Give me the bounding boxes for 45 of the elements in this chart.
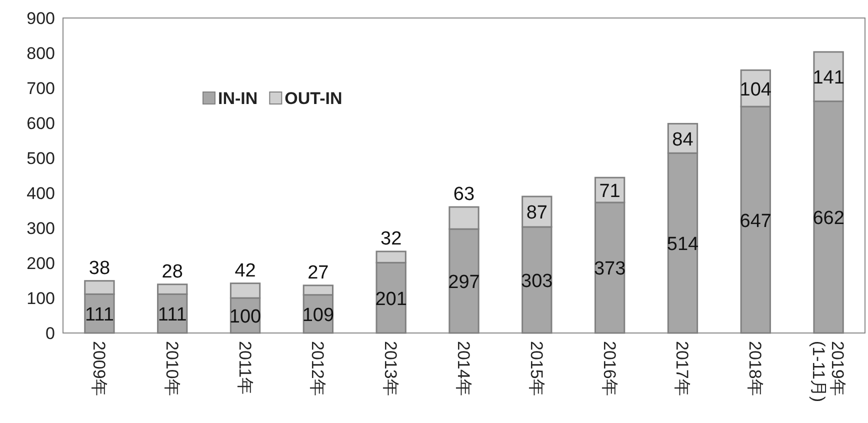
y-tick-label: 900 bbox=[26, 9, 55, 28]
data-label: 84 bbox=[672, 129, 694, 150]
x-tick-label: 2012年 bbox=[308, 341, 328, 396]
x-tick-label: 2009年 bbox=[89, 341, 108, 396]
x-tick-label: 2019年 (1-11月) bbox=[809, 341, 848, 402]
y-tick-label: 0 bbox=[46, 324, 55, 343]
y-tick-label: 800 bbox=[26, 44, 55, 63]
x-tick-label: 2018年 bbox=[746, 341, 765, 396]
y-tick-label: 400 bbox=[26, 184, 55, 203]
y-tick-label: 200 bbox=[26, 254, 55, 273]
data-label: 111 bbox=[158, 304, 187, 326]
data-label: 32 bbox=[380, 228, 402, 250]
y-tick-label: 700 bbox=[26, 79, 55, 98]
y-tick-label: 500 bbox=[26, 149, 55, 168]
data-label: 71 bbox=[599, 181, 620, 202]
data-label: 111 bbox=[85, 304, 114, 326]
data-label: 100 bbox=[229, 306, 262, 328]
data-label: 38 bbox=[88, 258, 110, 279]
x-tick-label: 2015年 bbox=[526, 341, 546, 396]
x-tick-label: 2013年 bbox=[381, 341, 400, 396]
data-label: 28 bbox=[162, 261, 183, 282]
data-label: 27 bbox=[308, 262, 329, 284]
legend-label: IN-IN bbox=[218, 89, 258, 108]
data-label: 662 bbox=[812, 208, 844, 230]
data-label: 373 bbox=[594, 258, 626, 280]
x-tick-label: 2014年 bbox=[454, 341, 473, 396]
y-tick-label: 300 bbox=[26, 219, 55, 238]
legend-label: OUT-IN bbox=[284, 89, 342, 108]
data-label: 297 bbox=[448, 272, 480, 294]
x-tick-label: 2010年 bbox=[162, 341, 182, 396]
x-tick-label: 2017年 bbox=[672, 341, 692, 396]
data-label: 647 bbox=[740, 210, 772, 232]
data-label: 63 bbox=[453, 184, 475, 205]
data-label: 303 bbox=[521, 270, 553, 292]
data-label: 109 bbox=[302, 304, 334, 326]
y-tick-label: 100 bbox=[26, 289, 55, 308]
x-tick-label: 2011年 bbox=[235, 341, 254, 395]
data-label: 104 bbox=[740, 79, 772, 100]
data-label: 141 bbox=[812, 68, 844, 89]
data-label: 514 bbox=[666, 234, 700, 256]
data-label: 87 bbox=[526, 202, 548, 224]
data-label: 201 bbox=[375, 288, 407, 310]
y-tick-label: 600 bbox=[26, 114, 55, 133]
data-label: 42 bbox=[234, 260, 256, 282]
x-tick-label: 2016年 bbox=[600, 341, 619, 396]
